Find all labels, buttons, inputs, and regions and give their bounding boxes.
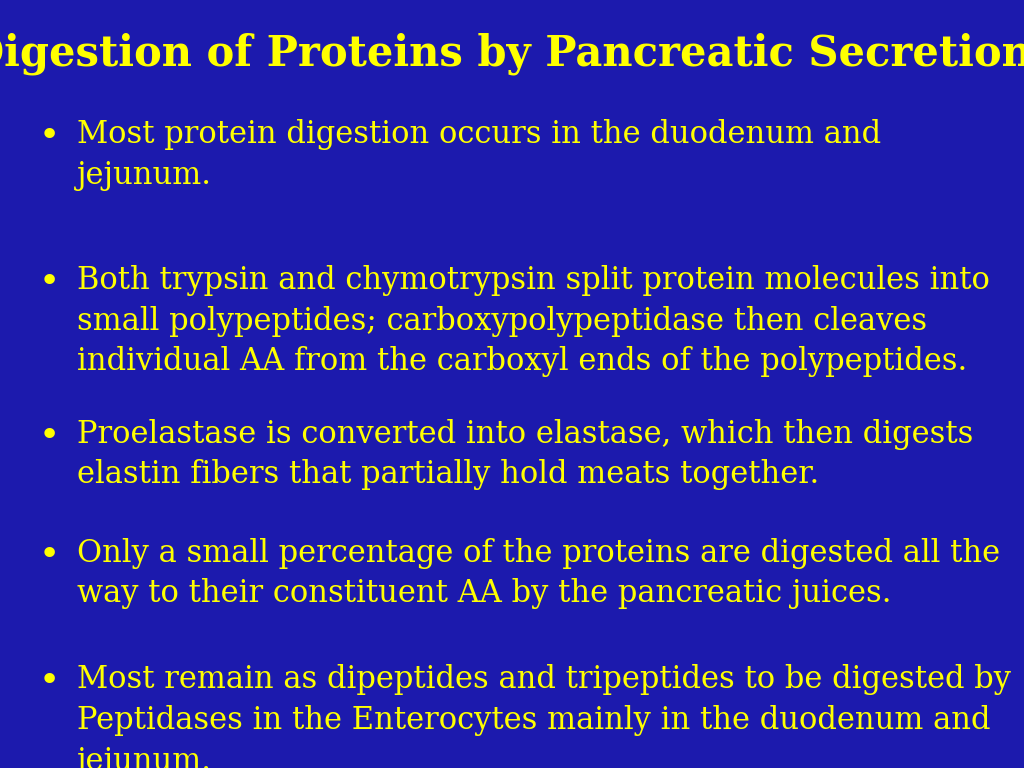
- Text: Proelastase is converted into elastase, which then digests
elastin fibers that p: Proelastase is converted into elastase, …: [77, 419, 973, 490]
- Text: •: •: [39, 664, 60, 698]
- Text: •: •: [39, 538, 60, 571]
- Text: •: •: [39, 419, 60, 452]
- Text: Only a small percentage of the proteins are digested all the
way to their consti: Only a small percentage of the proteins …: [77, 538, 999, 609]
- Text: Digestion of Proteins by Pancreatic Secretions: Digestion of Proteins by Pancreatic Secr…: [0, 32, 1024, 74]
- Text: Both trypsin and chymotrypsin split protein molecules into
small polypeptides; c: Both trypsin and chymotrypsin split prot…: [77, 265, 989, 377]
- Text: Most remain as dipeptides and tripeptides to be digested by
Peptidases in the En: Most remain as dipeptides and tripeptide…: [77, 664, 1011, 768]
- Text: •: •: [39, 265, 60, 299]
- Text: Most protein digestion occurs in the duodenum and
jejunum.: Most protein digestion occurs in the duo…: [77, 119, 881, 190]
- Text: •: •: [39, 119, 60, 153]
